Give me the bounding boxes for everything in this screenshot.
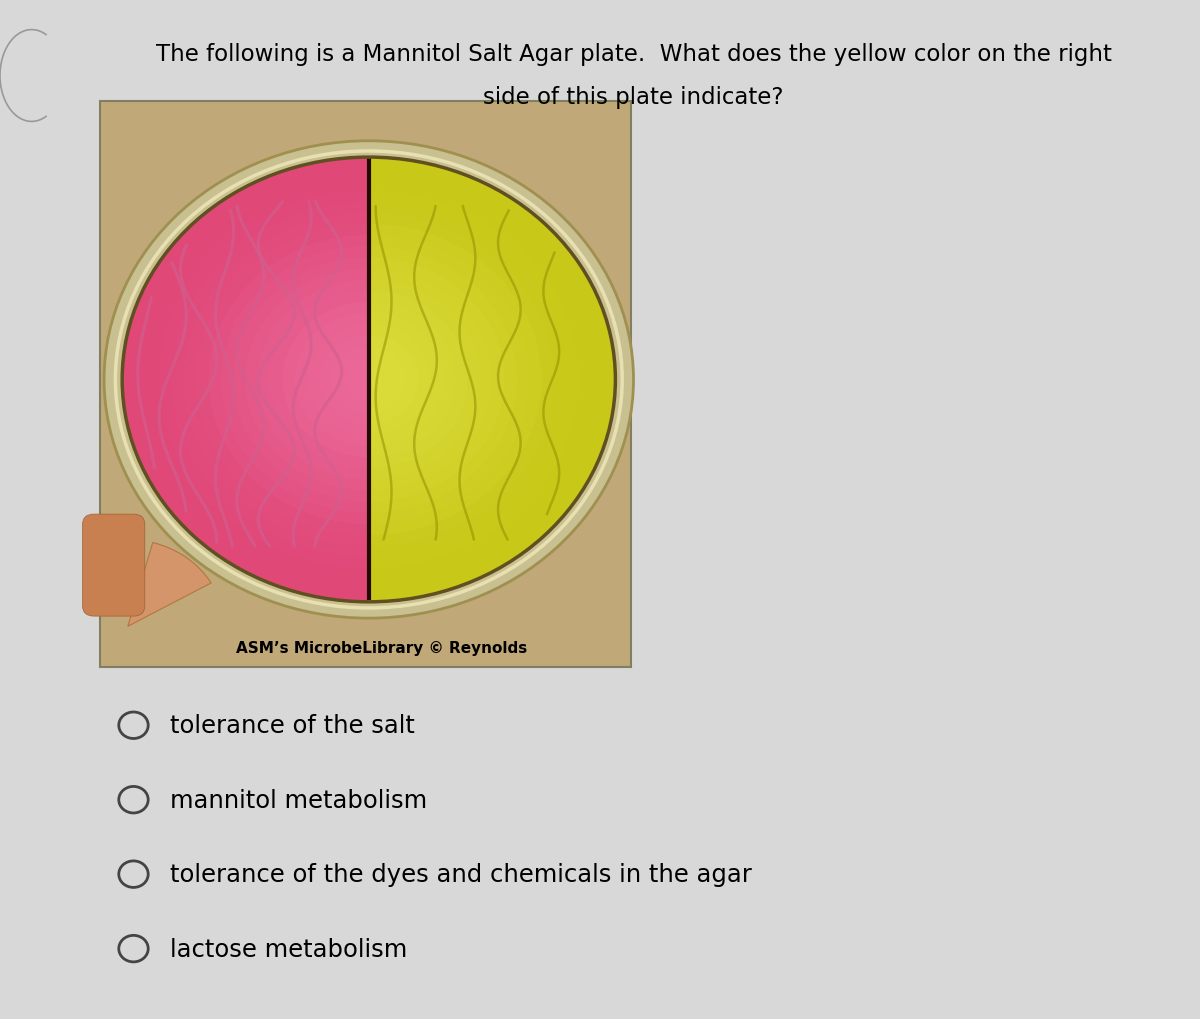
Polygon shape — [233, 258, 368, 502]
Polygon shape — [368, 214, 553, 546]
Polygon shape — [368, 224, 541, 536]
Polygon shape — [368, 346, 406, 414]
Polygon shape — [368, 314, 443, 446]
Polygon shape — [368, 203, 566, 557]
Polygon shape — [209, 235, 368, 525]
Text: tolerance of the salt: tolerance of the salt — [170, 713, 415, 738]
Polygon shape — [319, 335, 368, 425]
FancyBboxPatch shape — [83, 515, 145, 616]
Polygon shape — [368, 247, 517, 514]
Polygon shape — [368, 335, 418, 425]
Polygon shape — [368, 291, 468, 469]
Polygon shape — [172, 203, 368, 557]
Polygon shape — [368, 258, 504, 502]
Polygon shape — [221, 247, 368, 514]
Wedge shape — [128, 543, 211, 627]
Polygon shape — [368, 158, 616, 602]
Polygon shape — [344, 358, 368, 403]
Polygon shape — [368, 358, 394, 403]
Polygon shape — [331, 346, 368, 414]
Polygon shape — [246, 269, 368, 491]
Text: ASM’s MicrobeLibrary © Reynolds: ASM’s MicrobeLibrary © Reynolds — [235, 640, 527, 655]
Polygon shape — [368, 303, 455, 458]
Polygon shape — [282, 303, 368, 458]
Polygon shape — [368, 235, 529, 525]
Polygon shape — [295, 314, 368, 446]
Polygon shape — [258, 280, 368, 480]
Circle shape — [104, 142, 634, 619]
Text: The following is a Mannitol Salt Agar plate.  What does the yellow color on the : The following is a Mannitol Salt Agar pl… — [156, 43, 1111, 66]
Polygon shape — [368, 324, 431, 436]
Polygon shape — [368, 369, 382, 391]
Polygon shape — [368, 280, 480, 480]
Polygon shape — [356, 369, 368, 391]
Polygon shape — [368, 269, 492, 491]
Polygon shape — [122, 158, 368, 602]
Text: mannitol metabolism: mannitol metabolism — [170, 788, 427, 812]
FancyBboxPatch shape — [100, 102, 631, 667]
Text: lactose metabolism: lactose metabolism — [170, 936, 408, 961]
Text: tolerance of the dyes and chemicals in the agar: tolerance of the dyes and chemicals in t… — [170, 862, 752, 887]
Text: side of this plate indicate?: side of this plate indicate? — [484, 86, 784, 109]
Polygon shape — [184, 214, 368, 546]
Polygon shape — [196, 224, 368, 536]
Polygon shape — [307, 324, 368, 436]
Polygon shape — [270, 291, 368, 469]
